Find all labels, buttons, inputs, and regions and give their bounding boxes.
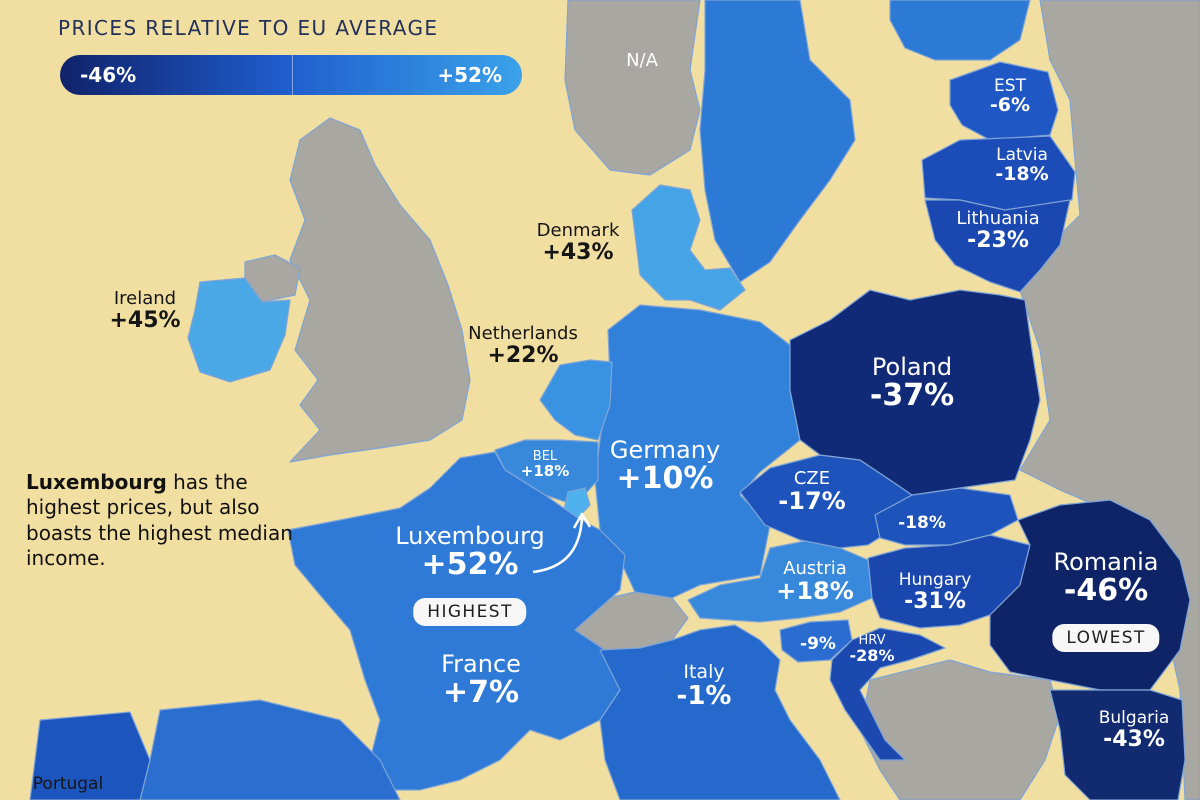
label-latvia-name: Latvia	[996, 145, 1048, 165]
label-france-name: France	[441, 650, 521, 678]
legend-title: PRICES RELATIVE TO EU AVERAGE	[58, 16, 439, 40]
norway-shape	[564, 0, 701, 176]
label-bulgaria-value: -43%	[1103, 726, 1165, 752]
balkans-shape	[859, 659, 1061, 800]
label-bulgaria-name: Bulgaria	[1098, 708, 1170, 728]
label-italy-value: -1%	[676, 680, 732, 711]
note-text: has the highest prices, but also boasts …	[26, 470, 293, 571]
spain-shape	[139, 699, 401, 800]
sweden-shape	[699, 0, 856, 283]
poland-shape	[789, 289, 1041, 496]
label-hungary-name: Hungary	[898, 570, 972, 590]
label-estonia: EST -6%	[989, 76, 1031, 116]
label-romania: Romania -46%	[1053, 548, 1159, 609]
label-latvia: Latvia -18%	[995, 145, 1049, 185]
portugal-shape	[29, 711, 151, 800]
denmark-shape	[631, 184, 746, 311]
label-austria-value: +18%	[776, 576, 854, 605]
germany-shape	[594, 304, 801, 599]
italy-shape	[599, 624, 841, 800]
lithuania-shape	[924, 199, 1071, 293]
label-romania-name: Romania	[1053, 548, 1159, 576]
label-lithuania: Lithuania -23%	[956, 208, 1040, 253]
label-netherlands-name: Netherlands	[468, 323, 578, 344]
label-poland: Poland -37%	[869, 353, 955, 414]
ireland-shape	[187, 277, 291, 383]
label-italy: Italy -1%	[676, 661, 732, 711]
label-hungary: Hungary -31%	[898, 570, 972, 614]
label-denmark: Denmark +43%	[536, 220, 620, 265]
croatia-shape	[829, 627, 946, 761]
label-austria: Austria +18%	[776, 558, 854, 605]
label-netherlands: Netherlands +22%	[468, 323, 578, 368]
label-slovakia-value: -18%	[898, 513, 946, 533]
label-slovenia: -9%	[800, 634, 836, 654]
label-denmark-name: Denmark	[536, 220, 620, 241]
label-estonia-value: -6%	[989, 93, 1031, 116]
note-bold: Luxembourg	[26, 470, 167, 494]
label-ireland-value: +45%	[109, 307, 181, 333]
bulgaria-shape	[1049, 689, 1186, 800]
label-portugal: Portugal	[32, 774, 104, 794]
label-czechia-value: -17%	[778, 486, 846, 515]
label-france: France +7%	[441, 650, 521, 711]
label-italy-name: Italy	[683, 661, 725, 683]
label-lithuania-name: Lithuania	[956, 208, 1040, 229]
legend-max-label: +52%	[437, 63, 502, 87]
label-belgium-value: +18%	[520, 461, 570, 480]
luxembourg-note: Luxembourg has the highest prices, but a…	[26, 470, 316, 572]
label-poland-name: Poland	[871, 353, 953, 381]
latvia-shape	[921, 135, 1076, 211]
badge-lowest: LOWEST	[1052, 624, 1160, 652]
label-belgium: BEL +18%	[521, 450, 569, 479]
label-germany-name: Germany	[609, 436, 721, 464]
netherlands-shape	[539, 359, 613, 441]
luxembourg-shape	[563, 487, 591, 519]
label-france-value: +7%	[442, 675, 520, 711]
uk-shape	[289, 117, 471, 463]
label-germany: Germany +10%	[609, 436, 721, 497]
label-croatia-name: HRV	[858, 633, 886, 648]
legend-min-label: -46%	[80, 63, 137, 87]
legend-divider	[292, 55, 293, 95]
label-croatia: HRV -28%	[850, 634, 895, 664]
label-bulgaria: Bulgaria -43%	[1098, 708, 1170, 752]
label-netherlands-value: +22%	[487, 342, 559, 368]
label-luxembourg-value: +52%	[421, 547, 519, 583]
legend-color-bar: -46% +52%	[60, 55, 522, 95]
label-slovakia: -18%	[898, 513, 946, 533]
badge-highest: HIGHEST	[413, 598, 527, 626]
label-czechia-name: CZE	[793, 468, 831, 489]
label-portugal-name: Portugal	[32, 774, 104, 794]
label-romania-value: -46%	[1063, 573, 1149, 609]
label-hungary-value: -31%	[904, 588, 966, 614]
label-germany-value: +10%	[616, 461, 714, 497]
label-belgium-name: BEL	[532, 449, 558, 464]
label-denmark-value: +43%	[542, 239, 614, 265]
label-ireland: Ireland +45%	[109, 288, 181, 333]
label-slovenia-value: -9%	[800, 634, 836, 654]
label-estonia-name: EST	[994, 76, 1026, 96]
label-lithuania-value: -23%	[967, 227, 1029, 253]
label-austria-name: Austria	[783, 558, 847, 579]
label-croatia-value: -28%	[849, 645, 895, 665]
label-ireland-name: Ireland	[113, 288, 177, 309]
label-luxembourg-name: Luxembourg	[395, 522, 545, 550]
label-luxembourg: Luxembourg +52%	[395, 522, 545, 583]
east-europe-shape	[1019, 0, 1200, 800]
estonia-shape	[949, 61, 1059, 141]
label-latvia-value: -18%	[995, 162, 1049, 185]
label-czechia: CZE -17%	[778, 468, 846, 515]
na-label: N/A	[626, 50, 658, 71]
label-poland-value: -37%	[869, 378, 955, 414]
slovenia-shape	[779, 619, 853, 663]
finland-shape	[889, 0, 1031, 61]
